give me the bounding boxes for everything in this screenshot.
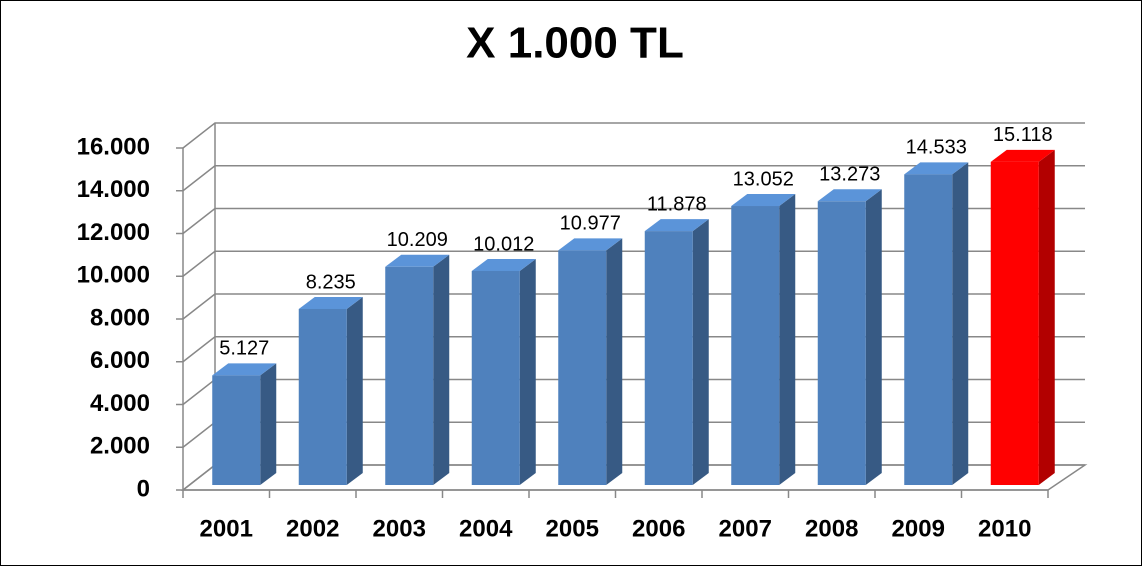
bar	[298, 308, 347, 485]
bar-top	[558, 238, 623, 251]
value-label: 8.235	[306, 271, 356, 293]
bar-side	[519, 258, 536, 485]
value-label: 15.118	[993, 124, 1053, 146]
x-tick-label: 2009	[892, 515, 945, 542]
bar	[731, 206, 780, 486]
value-label: 13.273	[819, 164, 880, 186]
y-tick-label: 0	[137, 475, 150, 502]
bar-top	[471, 258, 536, 271]
bar-top	[904, 162, 969, 175]
bar-top	[731, 194, 796, 207]
bar-side	[779, 194, 796, 486]
bar-top	[644, 219, 709, 232]
grid-line	[182, 122, 1085, 149]
value-label: 10.012	[473, 233, 534, 255]
x-tick-label: 2003	[373, 515, 426, 542]
y-tick-label: 2.000	[90, 433, 150, 460]
bar	[990, 161, 1039, 485]
bar-side	[433, 254, 450, 485]
x-tick-label: 2004	[459, 515, 513, 542]
bar-side	[260, 363, 277, 485]
bar-side	[952, 162, 969, 486]
bar	[212, 375, 261, 485]
y-tick-label: 10.000	[77, 262, 150, 289]
value-label: 10.209	[387, 229, 448, 251]
value-label: 10.977	[560, 213, 621, 235]
chart-title: X 1.000 TL	[466, 19, 684, 68]
bar	[817, 201, 866, 486]
y-tick-label: 4.000	[90, 390, 150, 417]
x-tick-label: 2008	[805, 515, 858, 542]
bar-top	[212, 363, 277, 376]
bar-side	[346, 296, 363, 485]
grid-line	[182, 165, 1085, 192]
y-tick-label: 12.000	[77, 219, 150, 246]
x-tick-label: 2002	[286, 515, 339, 542]
bar	[471, 270, 520, 485]
x-tick-label: 2010	[978, 515, 1031, 542]
bar-top	[385, 254, 450, 267]
bar-top	[817, 189, 882, 202]
bar-top	[298, 296, 363, 309]
value-label: 11.878	[647, 193, 707, 215]
bar-top	[990, 149, 1055, 162]
value-label: 14.533	[906, 137, 967, 159]
y-tick-label: 6.000	[90, 347, 150, 374]
bar-side	[606, 238, 623, 485]
bar-side	[692, 219, 709, 485]
bar	[644, 231, 693, 485]
x-tick-label: 2006	[632, 515, 685, 542]
bar-side	[1038, 149, 1055, 485]
bar-side	[865, 189, 882, 486]
value-label: 5.127	[219, 338, 269, 360]
x-tick-label: 2005	[546, 515, 599, 542]
x-tick-label: 2007	[719, 515, 772, 542]
bar	[558, 250, 607, 485]
bar	[385, 266, 434, 485]
y-tick-label: 16.000	[77, 133, 150, 160]
bar	[904, 174, 953, 486]
y-tick-label: 8.000	[90, 304, 150, 331]
value-label: 13.052	[733, 168, 794, 190]
y-tick-label: 14.000	[77, 176, 150, 203]
x-tick-label: 2001	[200, 515, 253, 542]
